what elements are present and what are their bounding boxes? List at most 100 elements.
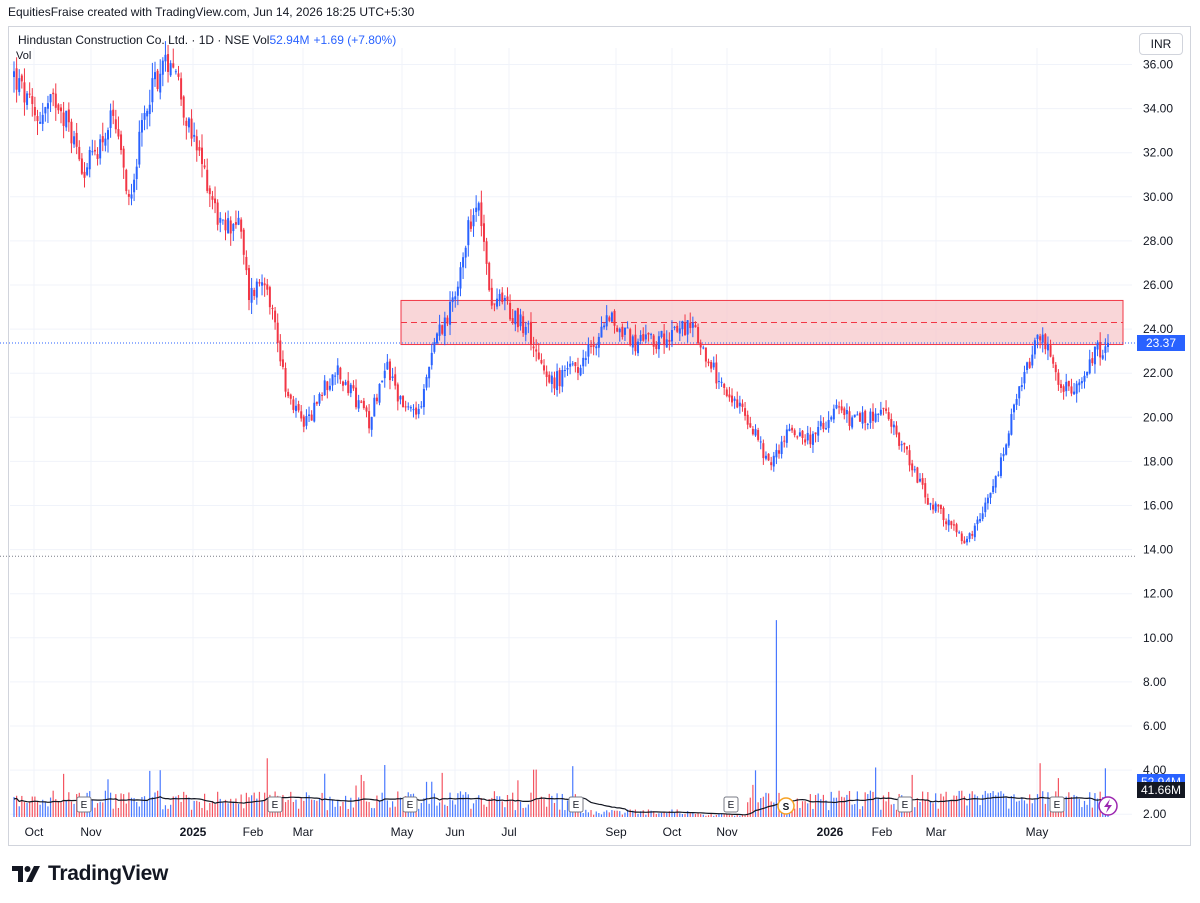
candle-up bbox=[49, 94, 52, 103]
candle-up bbox=[514, 310, 517, 325]
candle-down bbox=[963, 540, 966, 544]
candle-down bbox=[952, 524, 955, 526]
candle-down bbox=[574, 362, 577, 367]
candle-up bbox=[595, 346, 598, 349]
candle-down bbox=[229, 220, 232, 234]
candle-down bbox=[945, 521, 948, 525]
candle-down bbox=[80, 158, 83, 174]
candle-down bbox=[924, 483, 927, 498]
candle-down bbox=[234, 222, 237, 225]
candle-down bbox=[746, 414, 749, 425]
candle-up bbox=[644, 334, 647, 340]
candle-down bbox=[404, 406, 407, 408]
candle-down bbox=[652, 335, 655, 347]
candle-down bbox=[616, 327, 619, 332]
candle-up bbox=[221, 219, 224, 221]
candle-down bbox=[885, 408, 888, 411]
candle-up bbox=[472, 215, 475, 227]
candle-up bbox=[610, 312, 613, 322]
candle-up bbox=[733, 398, 736, 401]
candle-up bbox=[524, 326, 527, 335]
candle-down bbox=[70, 121, 73, 144]
candle-up bbox=[775, 449, 778, 458]
candle-down bbox=[731, 395, 734, 403]
price-tick-label: 10.00 bbox=[1143, 631, 1173, 645]
candle-up bbox=[986, 497, 989, 504]
candle-down bbox=[112, 109, 115, 116]
price-tick-label: 24.00 bbox=[1143, 322, 1173, 336]
candle-up bbox=[720, 381, 723, 383]
dividend-marker-label: S bbox=[783, 802, 790, 813]
candle-up bbox=[561, 370, 564, 387]
candle-up bbox=[13, 71, 15, 78]
price-level-lines bbox=[0, 342, 1135, 557]
candle-down bbox=[242, 229, 245, 255]
candle-up bbox=[772, 455, 775, 467]
candle-down bbox=[224, 219, 227, 231]
price-tick-label: 12.00 bbox=[1143, 587, 1173, 601]
candle-up bbox=[373, 397, 376, 417]
earnings-marker-label: E bbox=[573, 800, 580, 811]
candle-down bbox=[52, 92, 55, 95]
candle-up bbox=[981, 513, 984, 519]
candle-up bbox=[702, 347, 705, 349]
candle-up bbox=[255, 281, 258, 298]
price-tick-label: 8.00 bbox=[1143, 675, 1167, 689]
time-tick-label: Feb bbox=[243, 825, 264, 839]
candle-down bbox=[352, 385, 355, 389]
candle-down bbox=[668, 339, 671, 342]
candle-down bbox=[185, 120, 188, 126]
candle-down bbox=[490, 287, 493, 306]
candle-down bbox=[516, 308, 519, 328]
candle-up bbox=[832, 408, 835, 420]
candle-down bbox=[576, 367, 579, 373]
candle-up bbox=[1096, 342, 1099, 350]
candle-up bbox=[91, 151, 94, 153]
candle-up bbox=[151, 78, 154, 103]
tradingview-logo[interactable]: TradingView bbox=[12, 862, 168, 886]
candle-up bbox=[1101, 355, 1104, 359]
candle-up bbox=[318, 393, 321, 404]
candle-down bbox=[1060, 384, 1063, 389]
candle-down bbox=[537, 352, 540, 359]
candle-up bbox=[130, 194, 133, 199]
candle-up bbox=[467, 220, 470, 246]
candle-up bbox=[451, 297, 454, 303]
candle-down bbox=[634, 334, 637, 352]
candle-down bbox=[214, 198, 217, 204]
candle-up bbox=[135, 166, 138, 180]
candle-down bbox=[127, 193, 130, 197]
candle-down bbox=[864, 410, 867, 423]
candle-up bbox=[417, 408, 420, 415]
candle-up bbox=[459, 267, 462, 289]
candle-down bbox=[535, 349, 538, 352]
candle-up bbox=[334, 375, 337, 377]
candle-up bbox=[811, 433, 814, 445]
volume-ma-tag: 41.66M bbox=[1137, 782, 1185, 798]
candle-up bbox=[187, 118, 190, 128]
tradingview-logo-icon bbox=[12, 866, 40, 882]
price-tick-label: 14.00 bbox=[1143, 543, 1173, 557]
candle-up bbox=[349, 384, 352, 394]
candle-down bbox=[937, 504, 940, 507]
candle-down bbox=[347, 380, 350, 394]
candle-down bbox=[375, 397, 378, 402]
candle-down bbox=[608, 317, 611, 321]
candle-down bbox=[122, 148, 125, 168]
candle-down bbox=[172, 63, 175, 68]
candle-up bbox=[1015, 399, 1018, 405]
candle-up bbox=[825, 428, 828, 430]
currency-button[interactable]: INR bbox=[1139, 33, 1183, 55]
candle-up bbox=[997, 474, 1000, 476]
candle-down bbox=[78, 146, 81, 160]
candle-down bbox=[506, 296, 509, 301]
candle-down bbox=[245, 256, 248, 271]
candle-up bbox=[579, 367, 582, 376]
earnings-marker-label: E bbox=[1054, 800, 1061, 811]
legend-change: +1.69 (+7.80%) bbox=[313, 33, 397, 47]
candle-up bbox=[1080, 381, 1083, 384]
price-tick-label: 36.00 bbox=[1143, 58, 1173, 72]
candle-down bbox=[741, 403, 744, 407]
time-tick-label: Nov bbox=[80, 825, 101, 839]
